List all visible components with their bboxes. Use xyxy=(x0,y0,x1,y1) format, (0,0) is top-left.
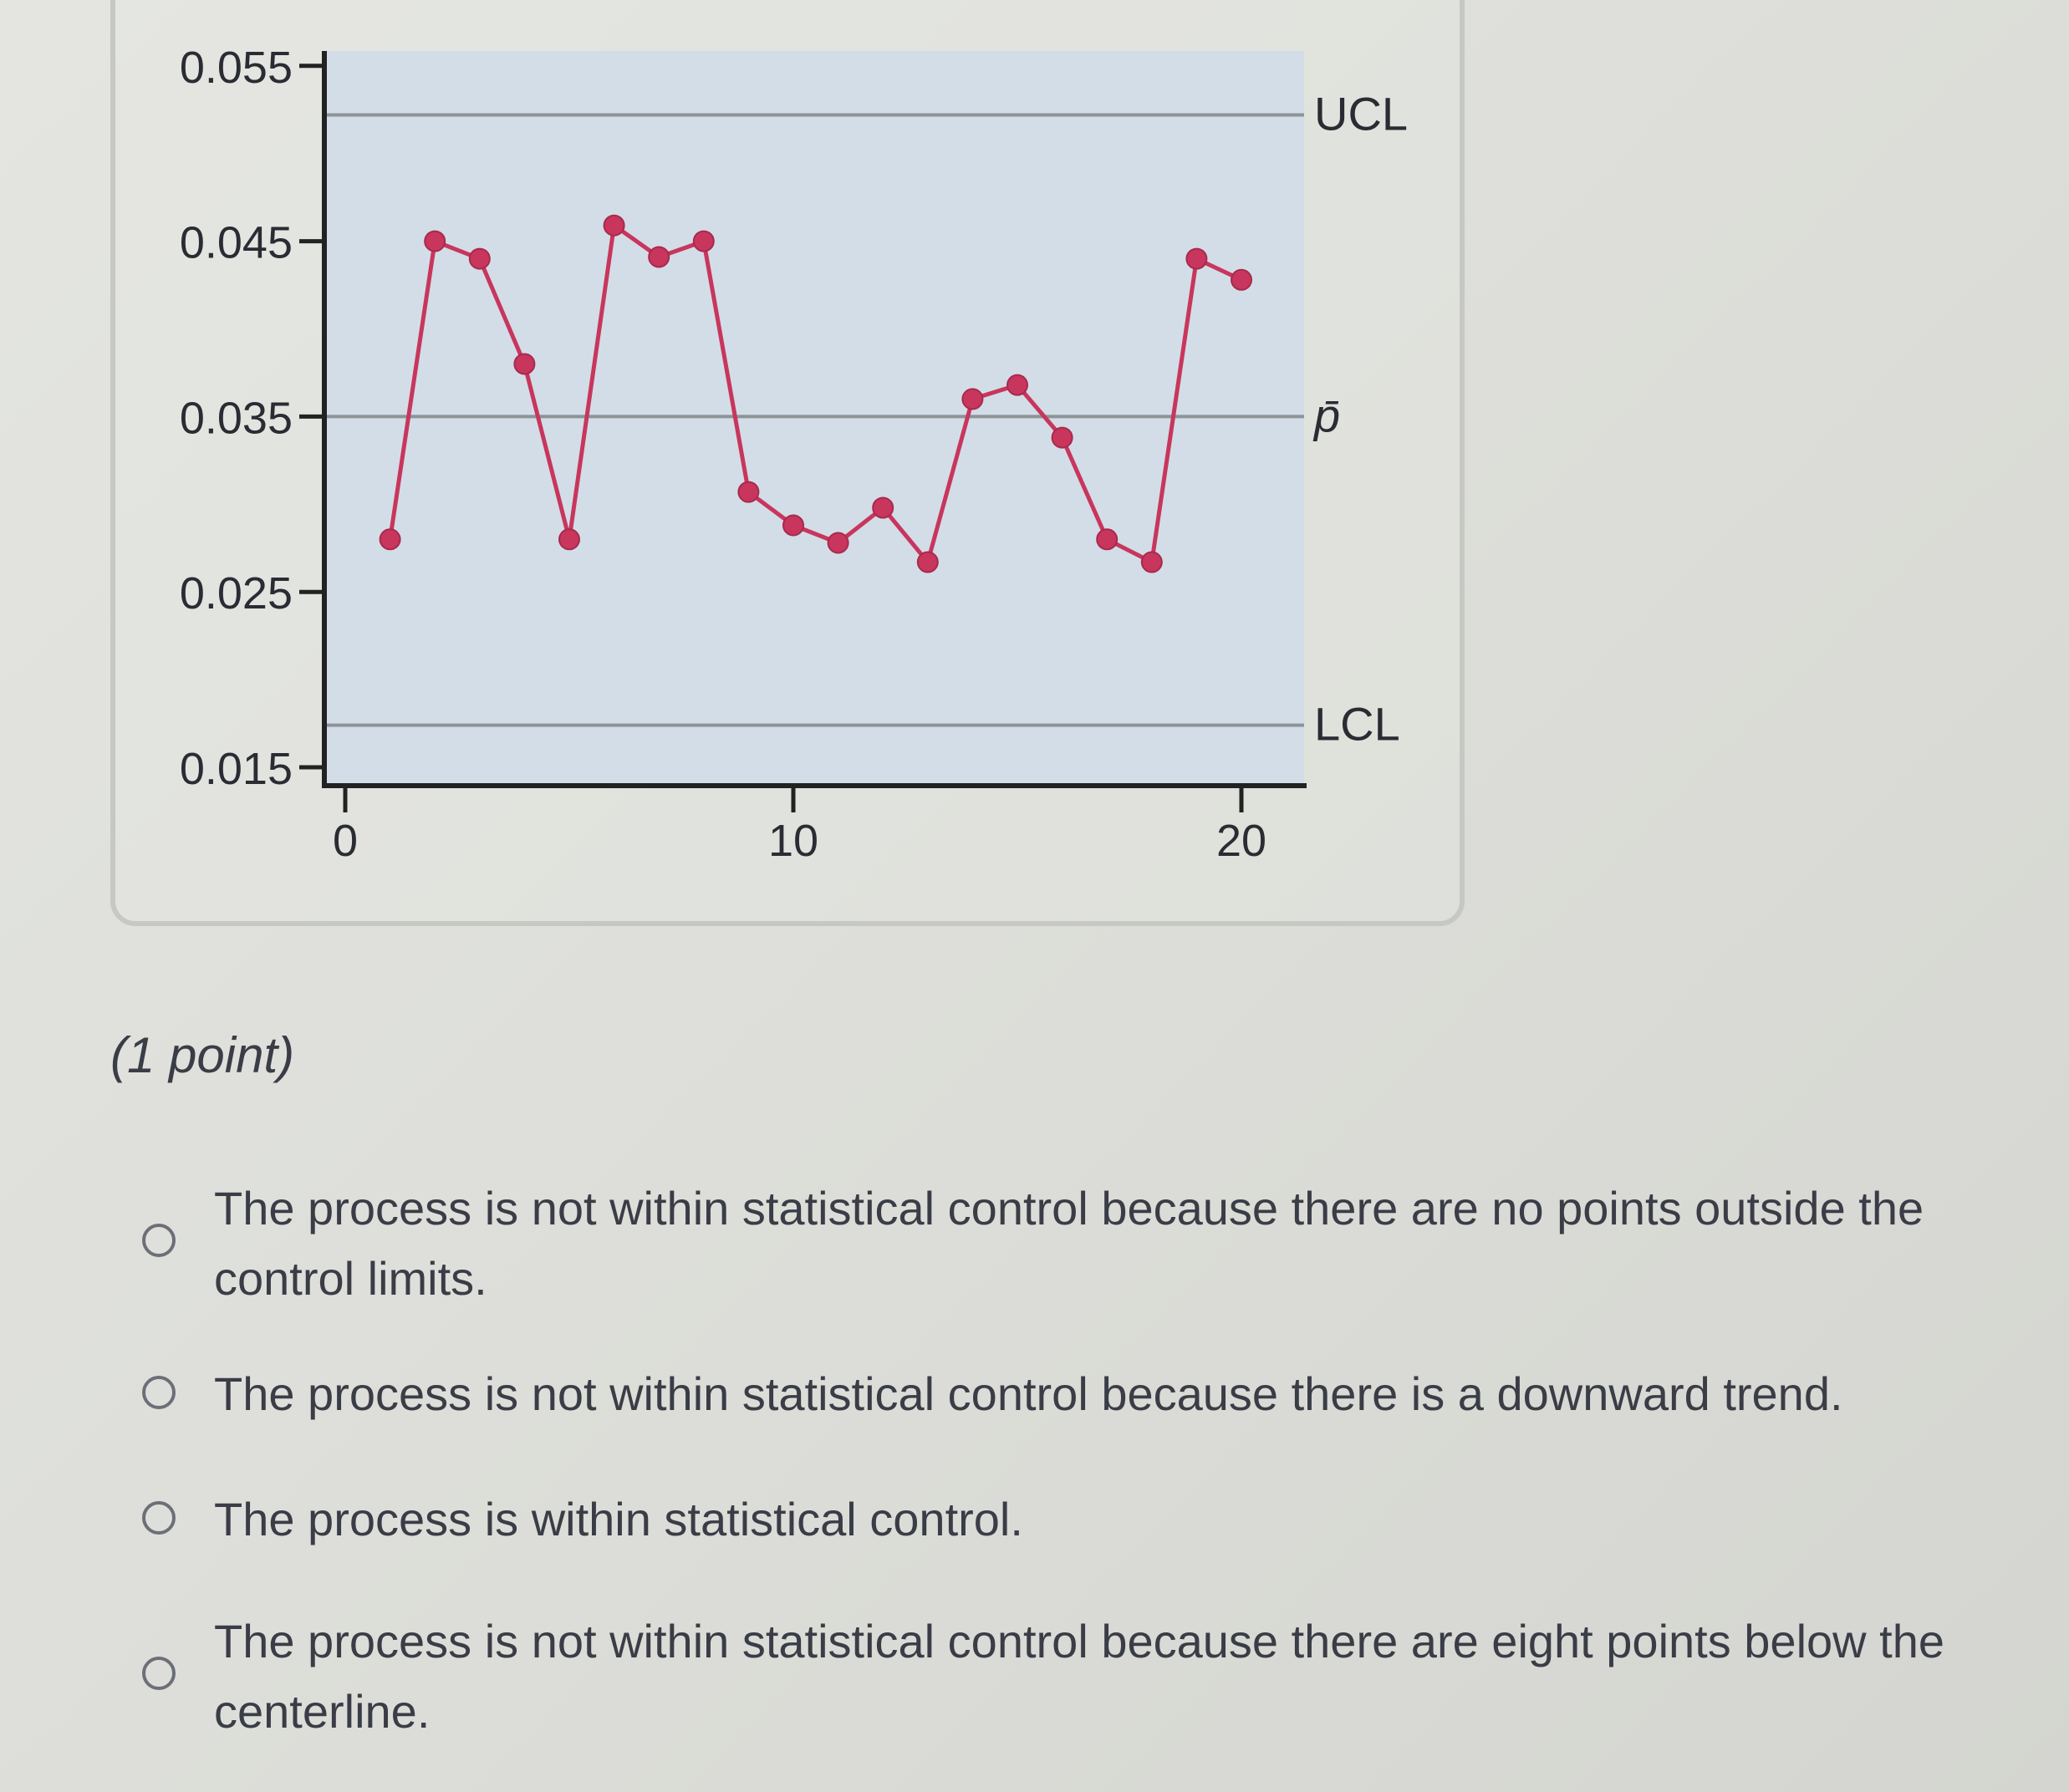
reference-lines: UCL p̄ LCL xyxy=(324,88,1408,751)
question-points-label: (1 point) xyxy=(110,1027,295,1083)
x-tick-label: 10 xyxy=(768,816,818,866)
data-point xyxy=(558,528,580,551)
data-point xyxy=(1231,268,1252,291)
data-point xyxy=(916,551,939,573)
answer-option-text: The process is within statistical contro… xyxy=(214,1493,1023,1545)
answer-option-text: The process is not within statistical co… xyxy=(214,1615,1945,1738)
data-point xyxy=(424,230,446,252)
data-point xyxy=(468,247,491,270)
data-point xyxy=(1140,551,1163,573)
radio-button-icon[interactable] xyxy=(142,1224,176,1257)
data-point xyxy=(1096,528,1119,551)
data-point xyxy=(737,481,760,503)
y-axis-ticks: 0.055 0.045 0.035 0.025 0.015 xyxy=(180,43,324,794)
series-points xyxy=(379,214,1252,573)
data-point xyxy=(827,532,849,554)
y-tick-label: 0.025 xyxy=(180,568,293,619)
y-tick-label: 0.015 xyxy=(180,744,293,794)
radio-button-icon[interactable] xyxy=(142,1501,176,1535)
x-tick-label: 0 xyxy=(333,816,358,866)
answer-option-text: The process is not within statistical co… xyxy=(214,1182,1924,1305)
data-point xyxy=(782,514,804,537)
data-point xyxy=(603,214,625,237)
series-line xyxy=(388,223,1243,564)
data-point xyxy=(1051,426,1073,449)
reference-line-label: p̄ xyxy=(1312,389,1340,441)
y-tick-label: 0.045 xyxy=(180,218,293,268)
radio-button-icon[interactable] xyxy=(142,1657,176,1690)
control-chart: UCL p̄ LCL 0.055 0.045 0.035 0.025 0.015 0 10 20 xyxy=(180,43,1408,866)
data-point xyxy=(872,496,894,519)
data-point xyxy=(513,353,536,375)
data-point xyxy=(961,388,984,410)
data-point xyxy=(1006,374,1028,396)
data-point xyxy=(692,230,715,252)
reference-line-label: LCL xyxy=(1314,698,1400,751)
reference-line-label: UCL xyxy=(1314,88,1408,140)
data-point xyxy=(379,528,401,551)
data-point xyxy=(648,246,670,268)
x-tick-label: 20 xyxy=(1216,816,1266,866)
radio-button-icon[interactable] xyxy=(142,1376,176,1409)
x-axis-ticks: 0 10 20 xyxy=(333,786,1266,866)
y-tick-label: 0.035 xyxy=(180,393,293,443)
data-point xyxy=(1185,247,1208,270)
y-tick-label: 0.055 xyxy=(180,43,293,93)
answer-option-text: The process is not within statistical co… xyxy=(214,1367,1843,1420)
